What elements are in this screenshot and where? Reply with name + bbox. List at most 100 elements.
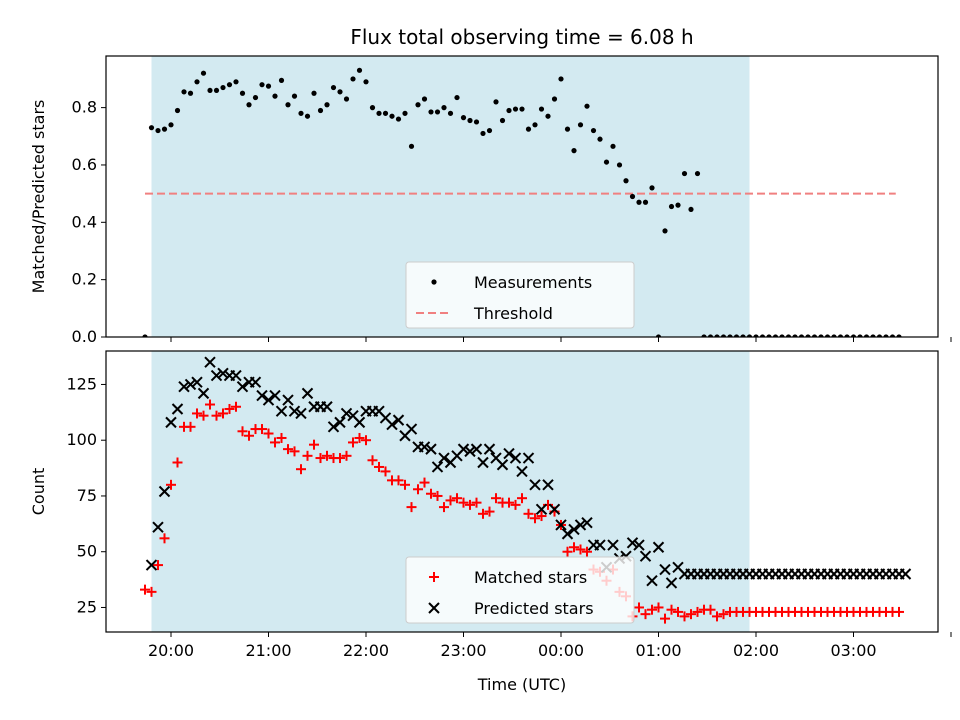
matched-star-point [653, 602, 664, 613]
matched-star-point [140, 584, 150, 595]
matched-star-point [185, 421, 196, 432]
measurement-point [636, 199, 642, 205]
matched-star-point [354, 432, 365, 443]
measurement-point [298, 110, 304, 116]
matched-star-point [205, 399, 215, 410]
predicted-star-point [327, 421, 340, 433]
matched-star-point [569, 542, 579, 553]
x-tick-label: 03:00 [830, 641, 876, 660]
predicted-star-point [418, 441, 431, 453]
measurement-point [454, 94, 460, 101]
y-tick-label: 50 [77, 542, 97, 561]
x-tick-label: 21:00 [245, 641, 291, 660]
measurement-point [590, 127, 597, 134]
measurement-point [395, 116, 402, 122]
measurement-point [538, 106, 545, 112]
predicted-star-point [249, 376, 262, 388]
measurement-point [272, 93, 278, 99]
measurement-point [473, 119, 480, 125]
measurement-point [883, 334, 889, 337]
predicted-star-point [496, 459, 509, 471]
measurement-point [525, 126, 532, 132]
predicted-star-point [288, 405, 301, 417]
matched-star-point [218, 408, 228, 419]
measurement-point [467, 117, 473, 124]
legend-label: Matched stars [474, 568, 587, 587]
measurement-point [824, 334, 831, 337]
predicted-star-point [217, 367, 229, 380]
predicted-star-point [483, 443, 496, 455]
matched-star-point [237, 426, 248, 437]
matched-star-point [536, 511, 547, 522]
y-axis-label-bottom: Count [29, 468, 48, 516]
matched-star-point [309, 439, 319, 450]
measurement-point [363, 79, 369, 85]
y-tick-label: 125 [66, 374, 97, 393]
matched-star-point [426, 488, 436, 499]
matched-star-point [530, 513, 540, 524]
predicted-star-point [386, 418, 398, 431]
measurement-point [486, 127, 493, 134]
measurement-point [727, 334, 733, 337]
measurement-point [857, 334, 863, 337]
predicted-star-point [542, 479, 554, 491]
axes-frame-top [105, 55, 939, 338]
measurement-point [863, 334, 870, 337]
matched-star-point [465, 499, 475, 510]
measurement-point [408, 143, 415, 149]
predicted-star-point [464, 445, 476, 458]
measurement-point [616, 162, 623, 168]
measurement-point [551, 96, 558, 102]
measurement-point [213, 87, 220, 94]
measurement-point [805, 334, 811, 337]
matched-star-point [692, 606, 703, 617]
matched-star-point [153, 560, 163, 571]
measurement-point [772, 334, 779, 337]
predicted-star-point [275, 405, 288, 417]
measurement-point [844, 334, 850, 337]
measurement-point [285, 102, 291, 108]
measurement-point [194, 79, 200, 85]
measurement-point [317, 107, 324, 114]
measurement-point [714, 334, 720, 337]
matched-star-point [439, 502, 449, 513]
predicted-star-point [555, 519, 567, 531]
predicted-star-point [535, 503, 548, 516]
measurement-point [740, 334, 746, 337]
predicted-star-point [262, 394, 275, 406]
x-tick-label: 01:00 [635, 641, 681, 660]
measurement-point [506, 107, 512, 114]
matched-star-point [263, 428, 274, 439]
measurement-point [889, 334, 896, 337]
predicted-star-point [646, 574, 658, 587]
legend-box [405, 261, 635, 329]
predicted-star-point [425, 443, 437, 455]
measurement-point [480, 130, 486, 137]
predicted-star-point [438, 452, 450, 464]
predicted-star-point [633, 539, 645, 551]
measurement-point [558, 76, 564, 82]
x-axis-label: Time (UTC) [477, 675, 566, 694]
measurement-point [733, 334, 740, 337]
matched-star-point [322, 450, 332, 461]
measurement-point [226, 82, 233, 88]
legend-box [405, 556, 635, 624]
predicted-star-point [353, 416, 366, 429]
measurement-point [324, 102, 330, 108]
matched-star-point [198, 410, 209, 421]
legend-predicted-marker [428, 602, 440, 614]
predicted-star-point [210, 369, 223, 382]
measurement-point [447, 110, 454, 116]
measurement-point [233, 79, 239, 85]
measurement-point [577, 122, 584, 128]
matched-star-point [679, 611, 690, 622]
predicted-star-point [470, 443, 483, 455]
matched-star-point [718, 609, 729, 620]
predicted-star-point [197, 387, 210, 400]
matched-star-point [478, 508, 488, 519]
matched-star-point [380, 466, 391, 477]
predicted-star-point [899, 568, 912, 580]
measurement-point [265, 83, 272, 89]
predicted-star-point [165, 416, 177, 429]
